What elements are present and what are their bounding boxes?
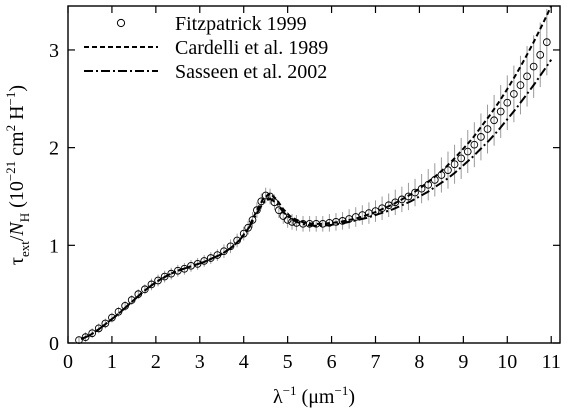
data-point bbox=[496, 107, 505, 116]
data-point bbox=[536, 50, 545, 59]
data-point bbox=[384, 201, 393, 210]
cardelli-curve bbox=[80, 5, 553, 341]
y-axis-label: τext/NH (10−21 cm2 H−1) bbox=[3, 85, 32, 265]
x-axis-label: λ−1 (μm−1) bbox=[273, 383, 355, 408]
data-point bbox=[411, 188, 419, 197]
data-point bbox=[134, 290, 143, 299]
data-point bbox=[167, 269, 176, 278]
plot-frame bbox=[67, 5, 561, 344]
data-point bbox=[288, 218, 296, 226]
data-point bbox=[226, 242, 235, 251]
model-curves-layer bbox=[80, 5, 553, 341]
data-point bbox=[200, 257, 209, 265]
x-tick-label: 10 bbox=[497, 351, 517, 373]
x-tick-label: 5 bbox=[283, 351, 293, 373]
data-point bbox=[463, 147, 472, 156]
data-point bbox=[417, 184, 426, 193]
data-point bbox=[244, 223, 252, 232]
error-bar-layer bbox=[78, 8, 548, 344]
data-point bbox=[378, 204, 386, 213]
data-point bbox=[127, 296, 136, 304]
data-point bbox=[470, 140, 479, 149]
data-point bbox=[444, 166, 452, 174]
data-point bbox=[108, 313, 116, 322]
y-tick-label: 1 bbox=[49, 235, 59, 257]
data-point bbox=[483, 125, 492, 133]
data-point bbox=[121, 302, 129, 310]
data-point bbox=[248, 216, 257, 224]
data-point bbox=[154, 276, 162, 285]
x-tick-label: 7 bbox=[371, 351, 381, 373]
x-tick-label: 9 bbox=[458, 351, 468, 373]
data-point bbox=[160, 272, 169, 281]
x-tick-label: 8 bbox=[414, 351, 424, 373]
data-point bbox=[523, 72, 531, 81]
x-tick-label: 3 bbox=[195, 351, 205, 373]
legend-symbol-circle bbox=[116, 18, 126, 28]
data-point bbox=[404, 192, 413, 201]
data-point bbox=[239, 229, 248, 238]
data-point bbox=[81, 333, 90, 341]
data-points-layer bbox=[75, 38, 551, 344]
data-point bbox=[220, 247, 228, 256]
x-tick-label: 4 bbox=[239, 351, 249, 373]
data-point bbox=[88, 329, 97, 338]
data-point bbox=[398, 195, 406, 204]
y-tick-label: 3 bbox=[49, 40, 59, 62]
data-point bbox=[275, 206, 283, 215]
data-point bbox=[450, 160, 459, 169]
data-point bbox=[206, 254, 215, 262]
data-point bbox=[193, 260, 202, 268]
data-point bbox=[490, 116, 498, 125]
data-point bbox=[430, 176, 439, 184]
x-tick-label: 2 bbox=[151, 351, 161, 373]
data-point bbox=[283, 216, 292, 224]
data-point bbox=[477, 133, 485, 141]
data-point bbox=[279, 212, 288, 220]
data-point bbox=[257, 197, 266, 206]
data-point bbox=[261, 191, 270, 200]
data-point bbox=[253, 206, 261, 215]
data-point bbox=[270, 198, 279, 207]
legend-label: Sasseen et al. 2002 bbox=[175, 61, 327, 83]
data-point bbox=[114, 307, 123, 316]
data-point bbox=[213, 251, 222, 259]
x-tick-label: 6 bbox=[327, 351, 337, 373]
sasseen-curve bbox=[80, 59, 553, 341]
x-tick-label: 11 bbox=[542, 351, 561, 373]
data-point bbox=[457, 154, 466, 163]
data-point bbox=[371, 207, 380, 215]
y-tick-label: 0 bbox=[49, 333, 59, 355]
data-point bbox=[94, 324, 103, 333]
data-point bbox=[503, 98, 512, 107]
x-tick-label: 1 bbox=[107, 351, 117, 373]
x-tick-label: 0 bbox=[63, 351, 73, 373]
data-point bbox=[266, 192, 274, 201]
data-point bbox=[233, 236, 241, 245]
data-point bbox=[437, 171, 446, 179]
data-point bbox=[542, 38, 551, 46]
legend-label: Cardelli et al. 1989 bbox=[175, 37, 328, 59]
y-tick-label: 2 bbox=[49, 138, 59, 160]
data-point bbox=[516, 81, 525, 89]
data-point bbox=[147, 280, 156, 289]
data-point bbox=[141, 285, 149, 294]
data-point bbox=[424, 180, 433, 189]
axis-ticks: 0 1 2 3 4 5 6 7 8 9 10 11 0 1 2 3 bbox=[49, 6, 561, 373]
data-point bbox=[529, 62, 538, 71]
data-point bbox=[510, 90, 518, 98]
data-point bbox=[101, 319, 110, 328]
legend-label: Fitzpatrick 1999 bbox=[175, 13, 307, 35]
data-point bbox=[180, 264, 189, 273]
data-point bbox=[391, 198, 400, 207]
